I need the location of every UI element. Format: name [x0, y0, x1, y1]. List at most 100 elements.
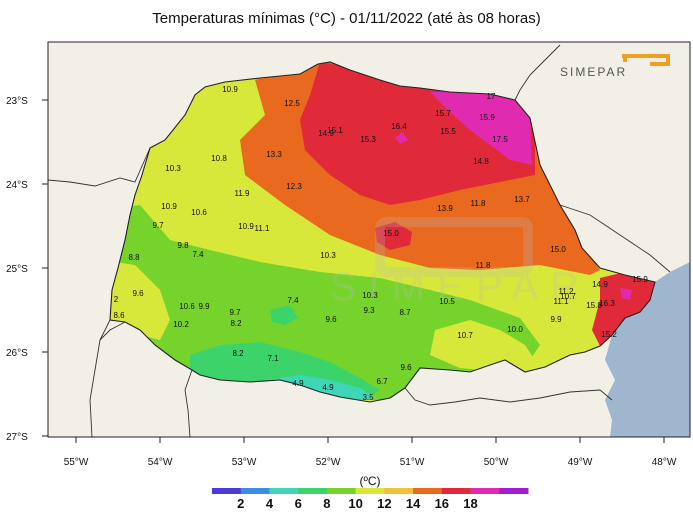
station-value: 7.1 — [267, 354, 279, 363]
legend-tick-label: 14 — [406, 496, 421, 511]
station-value: 10.9 — [238, 222, 254, 231]
legend-swatch — [212, 488, 242, 494]
station-value: 10.9 — [222, 85, 238, 94]
station-value: 7.4 — [192, 250, 204, 259]
simepar-logo: SIMEPAR — [560, 54, 670, 79]
station-value: 14.8 — [473, 157, 489, 166]
station-value: 15.0 — [550, 245, 566, 254]
legend-tick-label: 16 — [435, 496, 449, 511]
latitude-axis: 23°S 24°S 25°S 26°S 27°S — [6, 96, 48, 443]
station-value: 11.2 — [559, 287, 575, 296]
legend-tick-label: 8 — [323, 496, 330, 511]
map-title: Temperaturas mínimas (°C) - 01/11/2022 (… — [152, 10, 541, 27]
station-value: 8.2 — [230, 319, 242, 328]
lat-label: 27°S — [6, 432, 28, 443]
lat-label: 25°S — [6, 264, 28, 275]
station-value: 16.4 — [391, 122, 407, 131]
color-legend: (ºC) 2 4 6 8 10 12 14 16 18 — [212, 474, 529, 511]
station-value: 4.9 — [322, 383, 334, 392]
legend-swatch — [413, 488, 443, 494]
station-value: 7.4 — [287, 296, 299, 305]
legend-swatch — [384, 488, 414, 494]
legend-tick-label: 2 — [237, 496, 244, 511]
legend-swatch — [326, 488, 357, 494]
station-value: 8.2 — [232, 349, 244, 358]
station-value: 16.3 — [599, 299, 615, 308]
station-value: 17.5 — [492, 135, 508, 144]
station-value: 10.7 — [560, 292, 576, 301]
station-value: 10.6 — [191, 208, 207, 217]
legend-ticks: 2 4 6 8 10 12 14 16 18 — [237, 496, 478, 511]
station-value: 15.7 — [435, 109, 451, 118]
lat-label: 26°S — [6, 348, 28, 359]
ocean — [605, 42, 690, 437]
station-value: 15.0 — [383, 229, 399, 238]
lat-label: 24°S — [6, 180, 28, 191]
legend-swatch — [441, 488, 472, 494]
station-value: 12.5 — [284, 99, 300, 108]
station-value: 3.5 — [362, 393, 374, 402]
station-value: 10.5 — [439, 297, 455, 306]
station-value: 15.8 — [586, 301, 602, 310]
station-value: 13.3 — [266, 150, 282, 159]
legend-swatch — [355, 488, 385, 494]
station-value: 10.2 — [173, 320, 189, 329]
station-value: 9.9 — [198, 302, 210, 311]
station-value: 14.9 — [318, 129, 334, 138]
station-value: 14.9 — [592, 280, 608, 289]
station-value: 9.6 — [132, 289, 144, 298]
lat-label: 23°S — [6, 96, 28, 107]
station-value: 9.8 — [177, 241, 189, 250]
lon-label: 52°W — [316, 457, 341, 468]
station-value: 11.1 — [554, 297, 570, 306]
legend-tick-label: 4 — [266, 496, 274, 511]
station-value: 6.7 — [376, 377, 388, 386]
station-value: 10.6 — [179, 302, 195, 311]
longitude-axis: 55°W 54°W 53°W 52°W 51°W 50°W 49°W 48°W — [64, 437, 677, 468]
legend-swatch — [240, 488, 270, 494]
legend-tick-label: 12 — [377, 496, 391, 511]
legend-tick-label: 18 — [463, 496, 477, 511]
lon-label: 53°W — [232, 457, 257, 468]
legend-swatch — [269, 488, 299, 494]
station-value: 15.5 — [440, 127, 456, 136]
station-value: 11.8 — [476, 261, 492, 270]
station-value: 10.9 — [161, 202, 177, 211]
station-value: 10.3 — [320, 251, 336, 260]
lon-label: 48°W — [652, 457, 677, 468]
station-value: 8.6 — [113, 311, 125, 320]
station-value: 8.8 — [128, 253, 140, 262]
lon-label: 51°W — [400, 457, 425, 468]
map-frame — [47, 41, 691, 438]
station-value: 10.0 — [507, 325, 523, 334]
station-value: 9.7 — [229, 308, 241, 317]
temperature-field — [110, 62, 655, 402]
legend-swatch — [298, 488, 328, 494]
station-value: 4.9 — [292, 379, 304, 388]
legend-unit: (ºC) — [359, 474, 380, 488]
station-value: 9.7 — [152, 221, 164, 230]
station-value: 15.1 — [327, 126, 343, 135]
station-value: 15.2 — [601, 330, 617, 339]
simepar-watermark: SIMEPAR — [330, 217, 591, 309]
station-value: 10.8 — [211, 154, 227, 163]
legend-tick-label: 6 — [295, 496, 302, 511]
station-value: 11.1 — [255, 224, 271, 233]
lon-label: 50°W — [484, 457, 509, 468]
legend-swatch — [470, 488, 500, 494]
lon-label: 54°W — [148, 457, 173, 468]
state-borders — [48, 44, 671, 437]
parana-border — [109, 61, 656, 403]
station-value: 9.9 — [550, 315, 562, 324]
watermark-text: SIMEPAR — [330, 265, 591, 309]
station-value: 10.7 — [457, 331, 473, 340]
station-value: 13.7 — [514, 195, 530, 204]
station-value: 15.9 — [632, 275, 648, 284]
lon-label: 55°W — [64, 457, 89, 468]
station-value: 9.6 — [400, 363, 412, 372]
station-value: 17 — [487, 92, 496, 101]
station-value: 2 — [114, 295, 119, 304]
lon-label: 49°W — [568, 457, 593, 468]
